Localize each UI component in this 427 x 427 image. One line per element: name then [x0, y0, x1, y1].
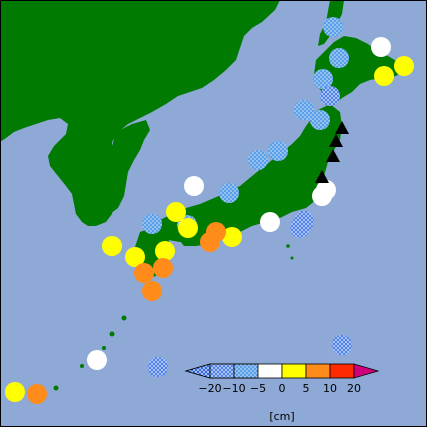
legend-unit-label: [cm]: [269, 410, 294, 423]
legend-tick-label: 20: [347, 382, 361, 395]
legend-bin-pattern: [233, 363, 259, 379]
legend-colorbar: [184, 363, 380, 379]
station-marker-pattern: [294, 100, 314, 120]
station-marker-pattern: [142, 214, 162, 234]
station-marker-pattern: [248, 150, 268, 170]
station-marker-pattern: [320, 86, 340, 106]
station-layer: [5, 17, 414, 404]
station-marker: [394, 56, 414, 76]
station-marker: [102, 236, 122, 256]
station-marker: [142, 281, 162, 301]
station-marker: [134, 263, 154, 283]
triangle-marker: [315, 170, 329, 183]
legend-bin: [257, 363, 283, 379]
station-marker: [155, 241, 175, 261]
station-marker: [371, 37, 391, 57]
station-marker: [206, 222, 226, 242]
land-layer: [0, 0, 404, 400]
ryukyu-island: [80, 364, 84, 368]
station-marker-pattern: [310, 110, 330, 130]
station-marker: [166, 202, 186, 222]
station-marker: [27, 384, 47, 404]
legend-tick-label: −10: [222, 382, 245, 395]
legend-tick-label: −20: [198, 382, 221, 395]
triangle-marker: [335, 121, 349, 134]
ryukyu-island: [121, 315, 127, 321]
station-marker-pattern: [323, 17, 343, 37]
korea-peninsula: [104, 120, 150, 214]
station-marker-pattern: [148, 357, 168, 377]
legend: −20 −10 −5 0 5 10 20 [cm]: [184, 363, 380, 423]
station-marker: [184, 176, 204, 196]
legend-bin-pattern: [209, 363, 235, 379]
izu-island: [286, 244, 290, 248]
continent-land: [0, 0, 280, 226]
station-marker: [316, 180, 336, 200]
station-marker: [374, 66, 394, 86]
station-marker-pattern: [329, 48, 349, 68]
station-marker-pattern: [332, 335, 352, 355]
legend-bin: [281, 363, 307, 379]
station-marker-pattern: [268, 141, 288, 161]
station-marker: [5, 382, 25, 402]
station-marker-pattern: [219, 183, 239, 203]
ryukyu-island: [53, 385, 59, 391]
ryukyu-island: [102, 346, 106, 350]
izu-island: [290, 256, 294, 260]
station-marker: [153, 258, 173, 278]
legend-tick-label: 0: [279, 382, 286, 395]
ryukyu-island: [109, 331, 115, 337]
station-marker: [125, 247, 145, 267]
station-marker: [178, 218, 198, 238]
legend-tick-label: −5: [250, 382, 266, 395]
honshu-island: [152, 104, 342, 242]
legend-tick-label: 10: [323, 382, 337, 395]
legend-ticks: −20 −10 −5 0 5 10 20: [198, 382, 361, 395]
marker-layer: [315, 121, 349, 183]
station-marker-pattern: [290, 218, 310, 238]
station-marker: [260, 212, 280, 232]
legend-bin: [305, 363, 331, 379]
station-marker: [87, 350, 107, 370]
triangle-marker: [329, 134, 343, 147]
legend-arrow-right: [353, 363, 380, 379]
station-marker-pattern: [313, 69, 333, 89]
station-marker: [222, 227, 242, 247]
legend-tick-label: 5: [303, 382, 310, 395]
legend-bin: [329, 363, 355, 379]
triangle-marker: [326, 149, 340, 162]
